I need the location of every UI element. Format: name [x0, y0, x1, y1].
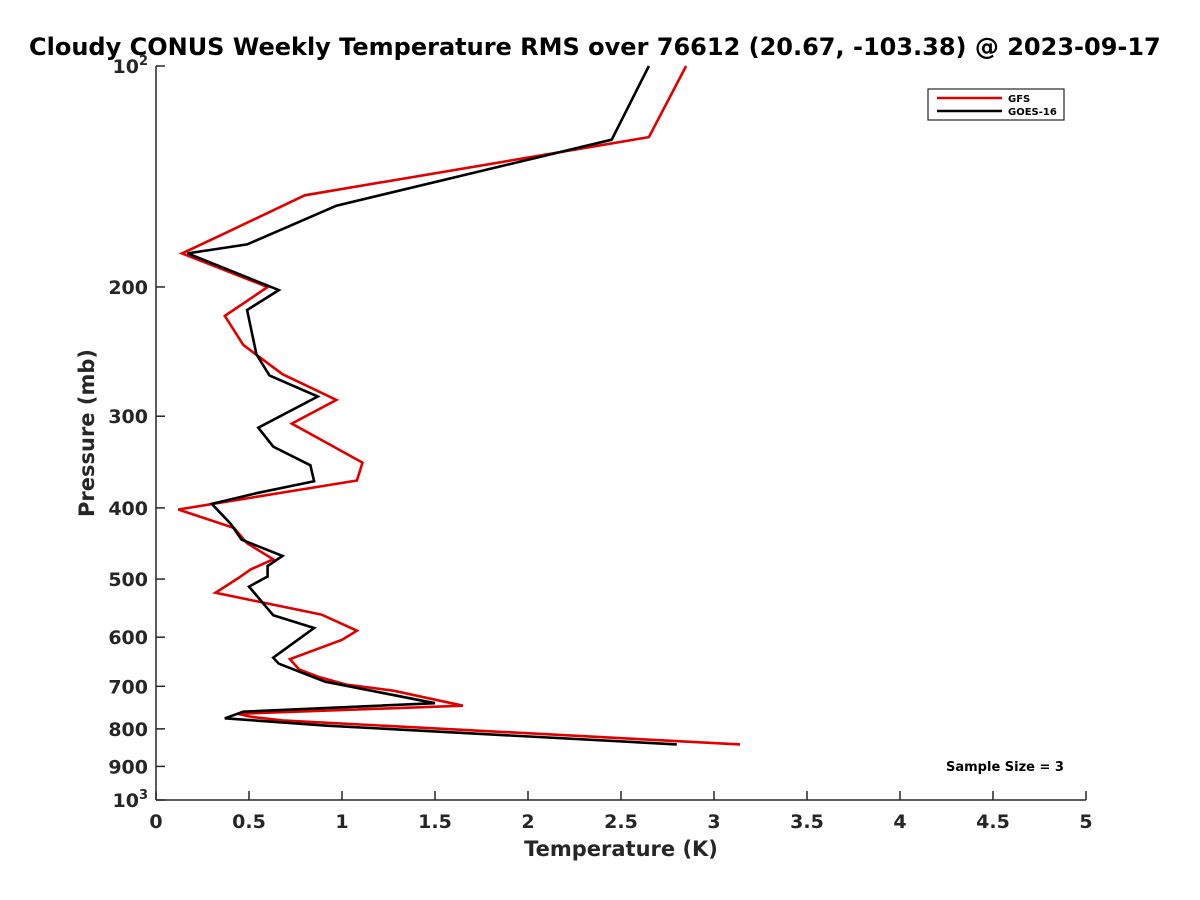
y-tick-label: 102: [113, 54, 149, 78]
x-tick-label: 2.5: [604, 811, 638, 833]
legend-box: [927, 88, 1065, 121]
x-axis-ticks: 0 0.5 1 1.5 2 2.5 3 3.5 4 4.5 5: [149, 791, 1093, 833]
chart-title: Cloudy CONUS Weekly Temperature RMS over…: [29, 33, 1161, 61]
x-tick-label: 2: [521, 811, 534, 833]
legend-label: GOES-16: [1008, 107, 1057, 118]
x-tick-label: 3: [707, 811, 720, 833]
series-line-goes-16: [187, 65, 677, 746]
y-tick-label: 200: [108, 277, 148, 299]
y-tick-exponent: 2: [139, 54, 148, 69]
y-tick-base: 10: [113, 790, 139, 812]
x-axis-label: Temperature (K): [524, 837, 718, 861]
y-tick-label: 900: [108, 756, 148, 778]
legend-label: GFS: [1008, 94, 1030, 105]
y-axis-label: Pressure (mb): [75, 349, 99, 517]
x-tick-label: 1: [335, 811, 348, 833]
series-layer: [177, 65, 741, 746]
y-tick-label: 600: [108, 627, 148, 649]
y-tick-label: 300: [108, 406, 148, 428]
y-tick-base: 10: [113, 56, 139, 78]
y-tick-label: 103: [113, 788, 149, 812]
y-tick-label: 500: [108, 569, 148, 591]
y-tick-exponent: 3: [139, 788, 148, 803]
x-tick-label: 5: [1079, 811, 1092, 833]
sample-size-annotation: Sample Size = 3: [946, 760, 1064, 775]
x-tick-label: 4.5: [976, 811, 1010, 833]
x-tick-label: 1.5: [418, 811, 452, 833]
x-tick-label: 3.5: [790, 811, 824, 833]
x-tick-label: 4: [893, 811, 906, 833]
y-tick-label: 400: [108, 498, 148, 520]
x-tick-label: 0.5: [232, 811, 266, 833]
x-tick-label: 0: [149, 811, 162, 833]
y-tick-label: 700: [108, 676, 148, 698]
legend: GFS GOES-16: [927, 88, 1065, 121]
y-tick-label: 800: [108, 719, 148, 741]
series-line-gfs: [177, 65, 741, 746]
